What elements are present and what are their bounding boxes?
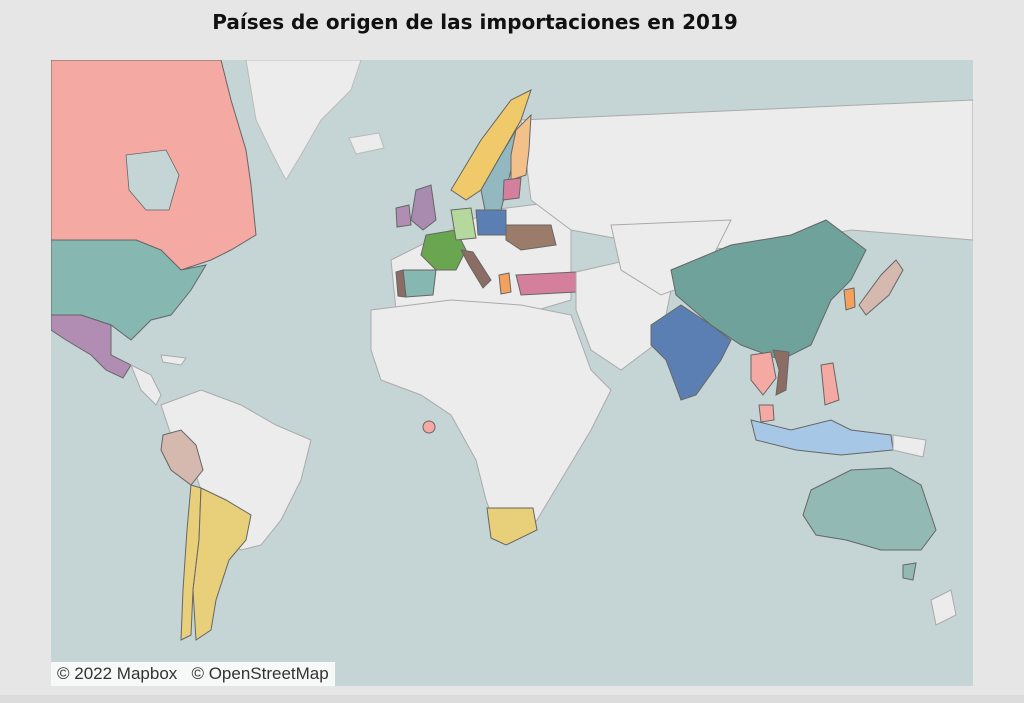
country-new-zealand[interactable] — [930, 589, 957, 626]
country-united-kingdom[interactable] — [410, 184, 437, 231]
world-map[interactable]: © 2022 Mapbox © OpenStreetMap — [51, 60, 973, 686]
country-finland[interactable] — [510, 113, 532, 181]
osm-attribution[interactable]: © OpenStreetMap — [191, 664, 329, 683]
country-spain[interactable] — [402, 269, 437, 298]
country-mexico[interactable] — [51, 314, 132, 379]
country-japan[interactable] — [858, 259, 904, 316]
country-germany[interactable] — [450, 207, 477, 241]
country-papua-new-guinea[interactable] — [892, 434, 927, 458]
country-ireland[interactable] — [395, 204, 412, 228]
country-ukraine[interactable] — [505, 224, 557, 251]
country-turkey[interactable] — [515, 271, 577, 296]
bottom-band — [0, 695, 1024, 703]
country-south-korea[interactable] — [843, 287, 856, 311]
map-title: Países de origen de las importaciones en… — [212, 10, 738, 34]
country-baltics[interactable] — [502, 177, 522, 201]
country-malaysia[interactable] — [758, 404, 775, 423]
country-italy[interactable] — [460, 249, 492, 289]
mapbox-attribution[interactable]: © 2022 Mapbox — [57, 664, 178, 683]
country-greenland[interactable] — [245, 60, 362, 182]
country-india[interactable] — [650, 304, 732, 401]
hudson-bay — [125, 149, 180, 211]
country-indonesia[interactable] — [750, 419, 894, 456]
country-iceland[interactable] — [348, 132, 385, 155]
tasmania[interactable] — [902, 562, 917, 581]
country-argentina[interactable] — [192, 487, 252, 641]
region-caribbean[interactable] — [160, 354, 187, 366]
country-thailand[interactable] — [750, 351, 777, 396]
country-nigeria[interactable] — [422, 420, 436, 434]
country-south-africa[interactable] — [486, 507, 538, 546]
country-russia[interactable] — [520, 99, 973, 251]
country-australia[interactable] — [802, 467, 937, 551]
map-canvas[interactable] — [51, 60, 973, 686]
region-central-america[interactable] — [130, 363, 162, 406]
country-peru[interactable] — [160, 429, 204, 486]
country-greece[interactable] — [498, 272, 512, 295]
country-portugal[interactable] — [395, 269, 407, 298]
map-attribution[interactable]: © 2022 Mapbox © OpenStreetMap — [51, 662, 335, 686]
country-vietnam[interactable] — [772, 349, 790, 396]
country-poland[interactable] — [475, 209, 507, 236]
country-philippines[interactable] — [820, 362, 840, 406]
country-norway[interactable] — [450, 89, 532, 201]
